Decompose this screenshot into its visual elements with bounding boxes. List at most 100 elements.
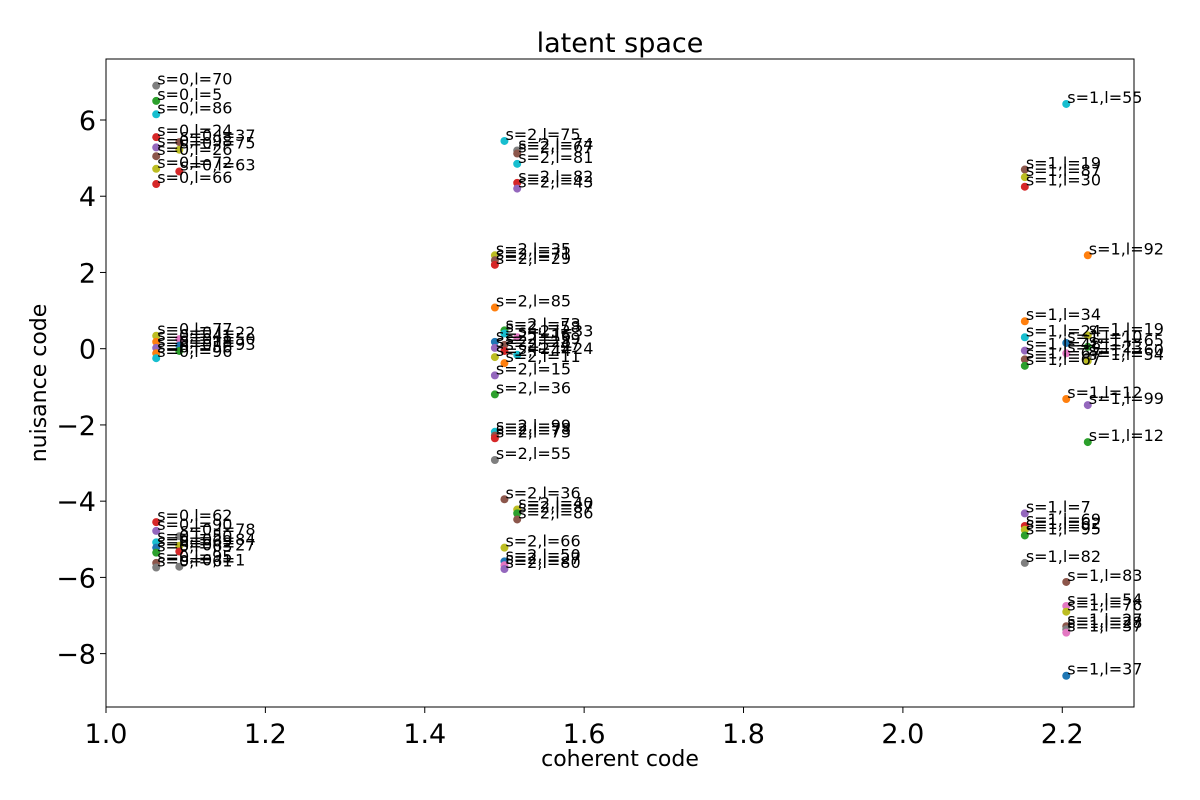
y-tick-label: 4: [79, 182, 96, 213]
x-axis-label: coherent code: [541, 747, 699, 772]
data-point: [1020, 509, 1029, 518]
data-point: [152, 143, 161, 152]
data-point-label: s=0,l=77: [157, 320, 232, 339]
data-point-label: s=1,l=10: [1067, 327, 1142, 346]
data-point: [152, 110, 161, 119]
data-point: [1020, 531, 1029, 540]
data-point-label: s=2,l=73: [505, 314, 580, 333]
data-point-label: s=2,l=35: [496, 239, 571, 258]
data-point-label: s=2,l=58: [505, 317, 580, 336]
data-point-label: s=0,l=22: [180, 323, 255, 342]
data-point: [175, 541, 184, 550]
data-point-label: s=2,l=67: [518, 138, 593, 157]
x-axis-ticks: 1.0 1.2 1.4 1.6 1.8 2.0 2.2: [85, 707, 1084, 750]
data-point-label: s=1,l=12: [1089, 426, 1164, 445]
data-point-label: s=2,l=36: [505, 483, 580, 502]
data-point: [490, 455, 499, 464]
data-point-label: s=1,l=23: [1067, 337, 1142, 356]
data-point-label: s=1,l=48: [1026, 335, 1101, 354]
data-point-label: s=0,l=69: [157, 532, 232, 551]
data-point-label: s=1,l=67: [1026, 350, 1101, 369]
data-point: [513, 515, 522, 524]
data-point-label: s=0,l=75: [180, 134, 255, 153]
data-point: [1083, 356, 1092, 365]
data-point: [490, 390, 499, 399]
data-point: [500, 329, 509, 338]
points-layer: [152, 81, 1092, 680]
data-point: [152, 180, 161, 189]
data-point-label: s=0,l=70: [157, 70, 232, 89]
data-point: [500, 359, 509, 368]
x-tick-label: 1.4: [403, 719, 446, 750]
data-point: [175, 167, 184, 176]
data-point-label: s=1,l=62: [1026, 514, 1101, 533]
data-point-label: s=2,l=50: [505, 545, 580, 564]
data-point-label: s=2,l=78: [496, 420, 571, 439]
data-point: [513, 509, 522, 518]
point-labels-layer: s=0,l=70s=0,l=5s=0,l=86s=0,l=24s=0,l=37s…: [157, 70, 1164, 679]
data-point-label: s=0,l=86: [157, 98, 232, 117]
data-point: [1020, 361, 1029, 370]
data-point: [1083, 251, 1092, 260]
data-point: [1020, 317, 1029, 326]
data-point: [175, 335, 184, 344]
data-point: [1020, 165, 1029, 174]
data-point-label: s=2,l=39: [505, 329, 580, 348]
data-point: [500, 340, 509, 349]
data-point: [1020, 173, 1029, 182]
data-point-label: s=1,l=67: [1026, 343, 1101, 362]
plot-frame: [105, 58, 1135, 708]
data-point: [152, 518, 161, 527]
y-tick-label: −2: [56, 411, 96, 442]
data-point: [152, 526, 161, 535]
data-point: [490, 337, 499, 346]
data-point-label: s=1,l=60: [1089, 340, 1164, 359]
data-point-label: s=0,l=61: [157, 551, 232, 570]
data-point-label: s=1,l=30: [1026, 171, 1101, 190]
data-point: [500, 136, 509, 145]
data-point: [1020, 355, 1029, 364]
data-point-label: s=2,l=11: [505, 347, 580, 366]
data-point-label: s=0,l=24: [157, 121, 232, 140]
x-tick-label: 2.2: [1041, 719, 1084, 750]
data-point-label: s=1,l=82: [1026, 547, 1101, 566]
data-point-label: s=0,l=84: [180, 530, 255, 549]
data-point-label: s=0,l=26: [157, 140, 232, 159]
data-point-label: s=0,l=63: [180, 155, 255, 174]
data-point-label: s=2,l=36: [496, 378, 571, 397]
data-point: [152, 354, 161, 363]
data-point: [1062, 601, 1071, 610]
data-point-label: s=0,l=50: [157, 526, 232, 545]
x-tick-label: 1.0: [85, 719, 128, 750]
data-point-label: s=2,l=81: [518, 148, 593, 167]
data-point-label: s=2,l=55: [496, 444, 571, 463]
data-point: [152, 563, 161, 572]
data-point-label: s=2,l=85: [496, 292, 571, 311]
data-point: [513, 333, 522, 342]
data-point: [1083, 342, 1092, 351]
data-point: [1020, 333, 1029, 342]
data-point-label: s=1,l=37: [1067, 617, 1142, 636]
data-point-label: s=2,l=75: [505, 125, 580, 144]
data-point: [513, 149, 522, 158]
data-point: [152, 152, 161, 161]
data-point-label: s=0,l=95: [157, 547, 232, 566]
data-point: [1062, 577, 1071, 586]
data-point-label: s=0,l=62: [157, 506, 232, 525]
data-point-label: s=1,l=19: [1026, 154, 1101, 173]
data-point: [513, 159, 522, 168]
data-point: [152, 81, 161, 90]
data-point-label: s=2,l=87: [518, 497, 593, 516]
data-point: [175, 547, 184, 556]
data-point: [1062, 671, 1071, 680]
data-point: [1062, 395, 1071, 404]
data-point: [175, 346, 184, 355]
data-point-label: s=0,l=27: [180, 535, 255, 554]
data-point-label: s=2,l=66: [505, 532, 580, 551]
data-point: [1020, 525, 1029, 534]
data-point-label: s=0,l=41: [157, 326, 232, 345]
data-point: [490, 434, 499, 443]
data-point-label: s=1,l=83: [1067, 566, 1142, 585]
x-tick-label: 1.8: [722, 719, 765, 750]
